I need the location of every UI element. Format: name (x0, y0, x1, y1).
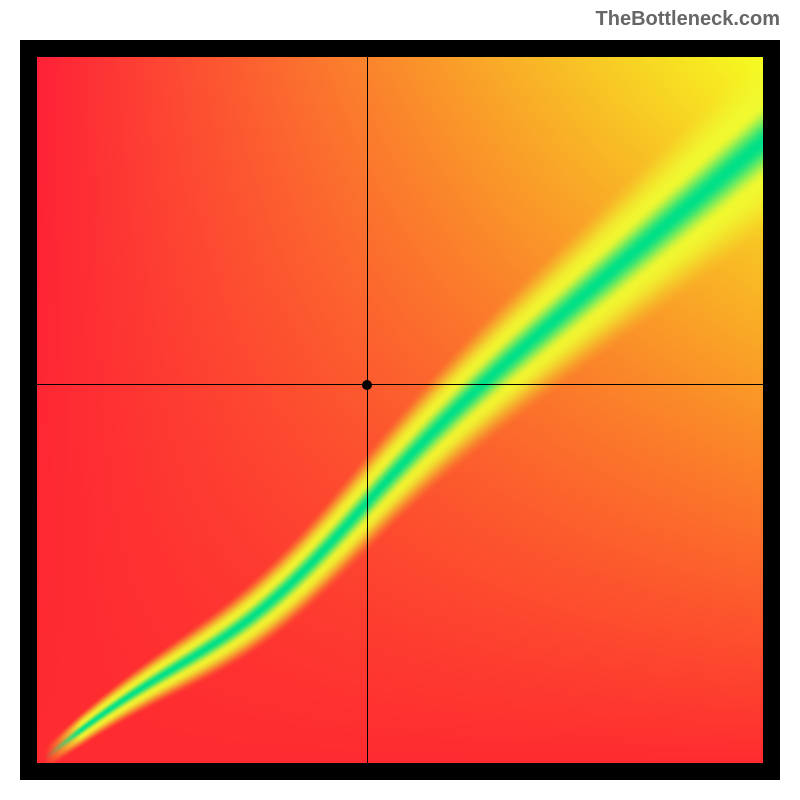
plot-area (37, 57, 763, 763)
crosshair-vertical (367, 57, 368, 763)
crosshair-horizontal (37, 384, 763, 385)
heatmap-canvas (37, 57, 763, 763)
watermark-text: TheBottleneck.com (596, 8, 780, 31)
root: TheBottleneck.com (0, 0, 800, 800)
crosshair-marker (362, 380, 372, 390)
plot-frame (20, 40, 780, 780)
